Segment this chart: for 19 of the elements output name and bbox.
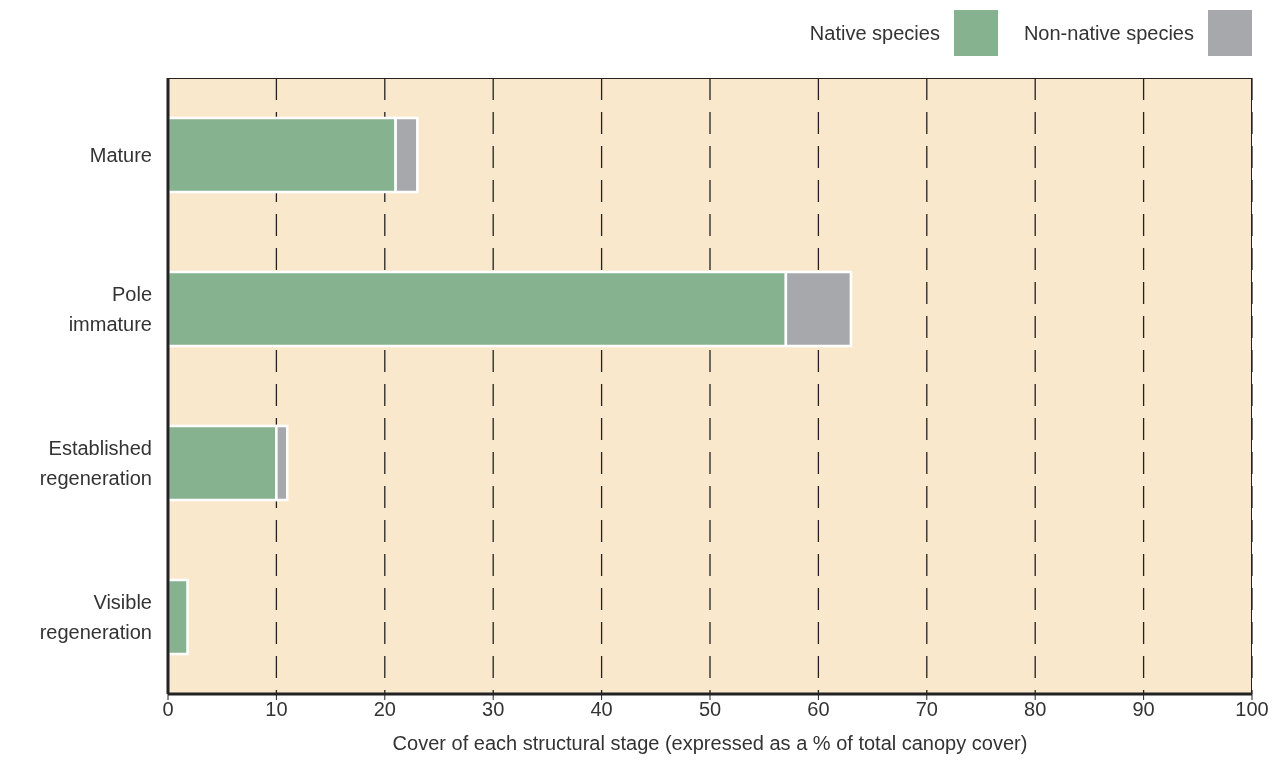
legend-label: Non-native species: [1023, 21, 1194, 45]
y-tick-label: Mature: [89, 144, 152, 166]
x-tick-label: 30: [482, 698, 505, 721]
x-tick-label: 0: [162, 698, 174, 721]
y-tick-label: Pole immature: [68, 283, 152, 335]
legend-label: Native species: [809, 21, 940, 45]
x-tick-label: 90: [1132, 698, 1155, 721]
x-axis-title: Cover of each structural stage (expressed as a % of total canopy cover): [391, 731, 1029, 756]
x-tick-label: 80: [1024, 698, 1047, 721]
x-tick-label: 60: [807, 698, 830, 721]
bar: [168, 578, 189, 656]
y-tick-label: Visible regeneration: [39, 591, 152, 643]
x-tick-label: 70: [915, 698, 938, 721]
x-tick-label: 100: [1235, 698, 1269, 721]
x-tick-label: 10: [265, 698, 288, 721]
x-tick-label: 50: [698, 698, 722, 721]
y-tick-label: Established regeneration: [39, 437, 152, 489]
x-tick-label: 40: [590, 698, 613, 721]
x-tick-label: 20: [373, 698, 396, 721]
